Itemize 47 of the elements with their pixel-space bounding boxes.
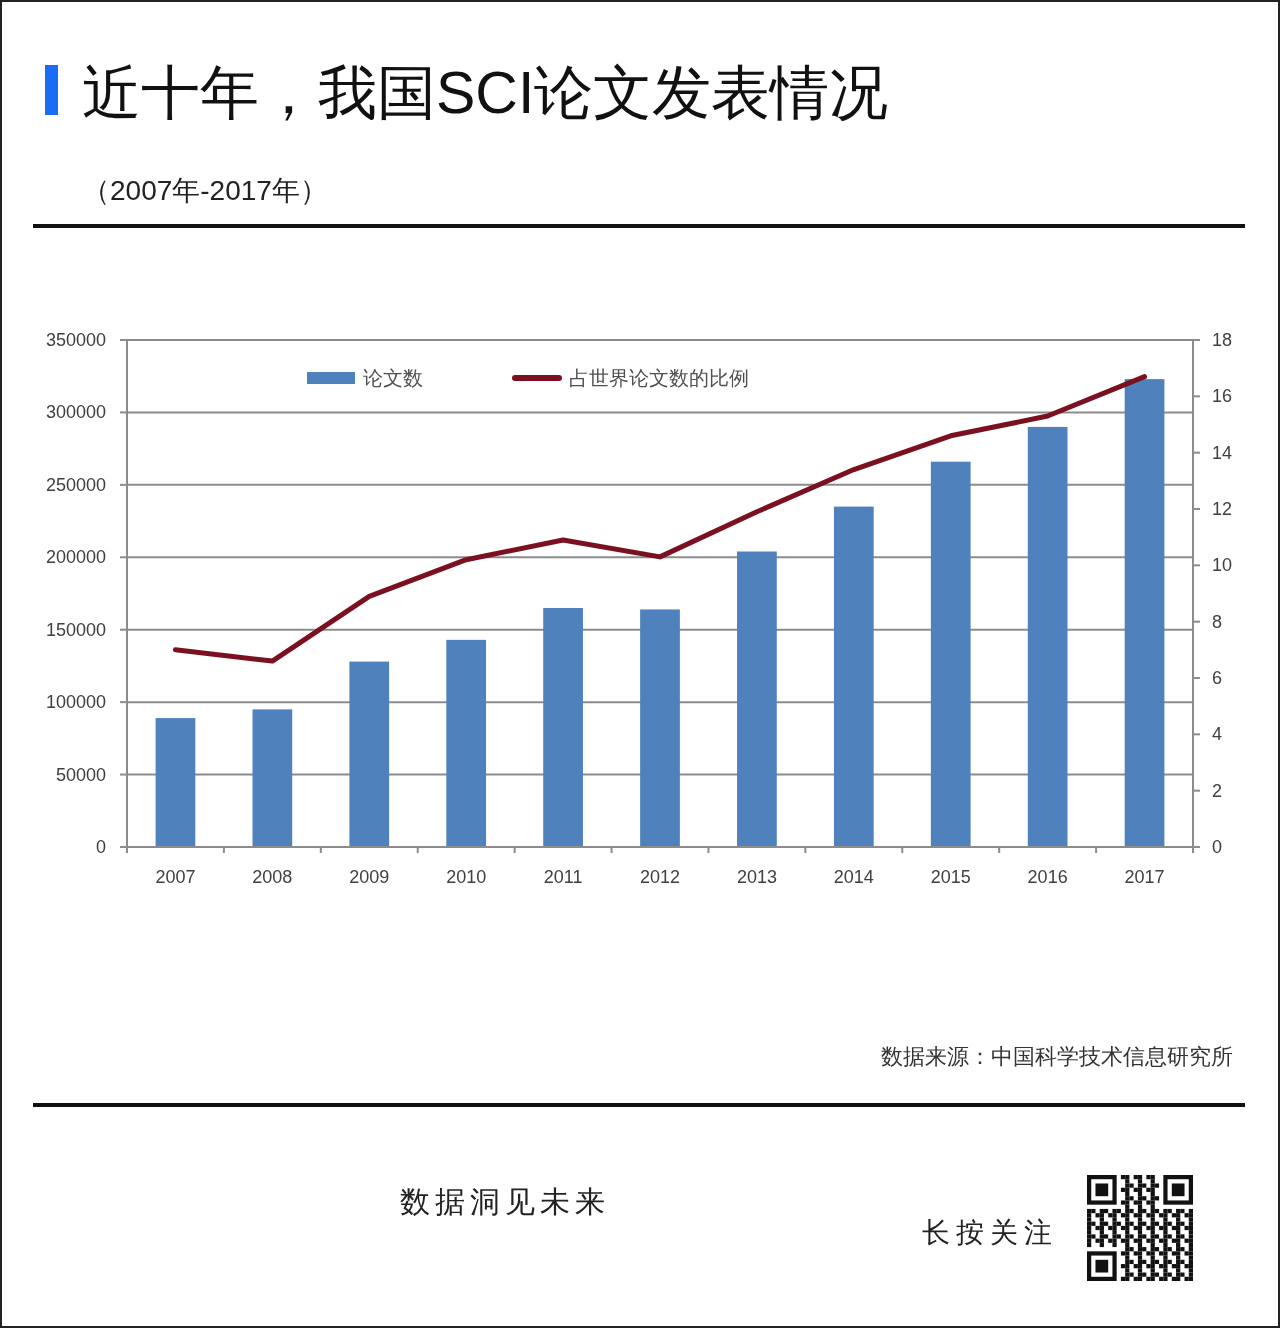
y2-tick-label: 4 [1212, 724, 1223, 745]
x-tick-label: 2011 [543, 867, 583, 887]
x-tick-label: 2009 [349, 867, 390, 887]
bar [833, 506, 874, 847]
y-tick-label: 150000 [45, 619, 106, 640]
y-tick-label: 200000 [45, 547, 106, 568]
bar [446, 639, 487, 847]
y2-tick-label: 12 [1212, 499, 1233, 519]
bar [1027, 426, 1068, 847]
y2-tick-label: 0 [1212, 837, 1223, 857]
y2-tick-label: 6 [1212, 668, 1223, 688]
bar [737, 551, 777, 847]
y2-tick-label: 16 [1212, 386, 1233, 407]
y-tick-label: 250000 [45, 474, 106, 495]
legend-label: 论文数 [363, 367, 423, 389]
text: 长按关注 [922, 1217, 1058, 1248]
bar [349, 661, 390, 847]
x-tick-label: 2007 [155, 867, 196, 887]
y2-tick-label: 8 [1212, 611, 1223, 632]
y-tick-label: 100000 [45, 692, 106, 713]
y-tick-label: 300000 [45, 402, 106, 423]
bar [640, 609, 680, 847]
x-tick-label: 2012 [639, 867, 681, 887]
x-tick-label: 2008 [252, 867, 293, 887]
y-tick-label: 0 [95, 837, 106, 857]
y2-tick-label: 18 [1212, 330, 1233, 350]
x-tick-label: 2015 [930, 867, 971, 887]
x-tick-label: 2010 [446, 867, 487, 887]
x-tick-label: 2017 [1124, 867, 1165, 887]
bar [1124, 379, 1165, 847]
y2-tick-label: 2 [1212, 780, 1223, 801]
y-tick-label: 350000 [45, 330, 106, 350]
y-tick-label: 50000 [55, 764, 106, 785]
bar [543, 607, 583, 847]
legend-label: 占世界论文数的比例 [569, 367, 749, 389]
chart-subtitle: （2007年-2017年） [82, 175, 328, 206]
bar [252, 709, 293, 847]
text: 数据洞见未来 [400, 1185, 610, 1218]
bar [155, 718, 196, 847]
x-tick-label: 2014 [833, 867, 874, 887]
y2-tick-label: 10 [1212, 555, 1233, 576]
source-note: 数据来源：中国科学技术信息研究所 [881, 1044, 1233, 1069]
chart-title: 近十年，我国SCI论文发表情况 [82, 60, 889, 126]
x-tick-label: 2013 [736, 867, 777, 887]
x-tick-label: 2016 [1027, 867, 1068, 887]
bar [930, 461, 971, 847]
y2-tick-label: 14 [1212, 442, 1233, 463]
